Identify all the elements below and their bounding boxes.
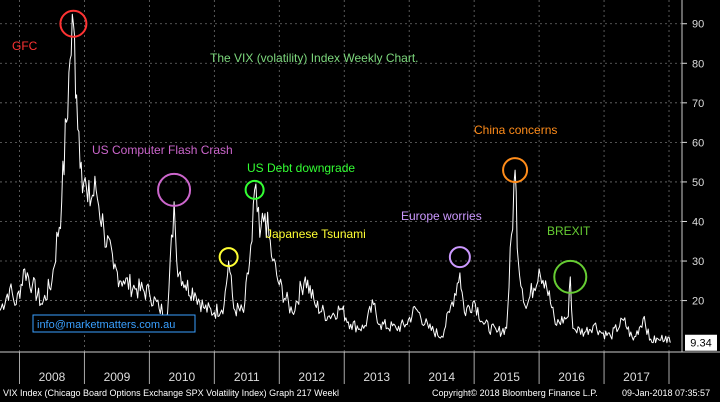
x-tick-label: 2008 — [39, 370, 66, 384]
x-tick-label: 2016 — [558, 370, 585, 384]
x-tick-label: 2014 — [428, 370, 455, 384]
x-tick-label: 2012 — [298, 370, 325, 384]
chart-title: The VIX (volatility) Index Weekly Chart. — [210, 51, 419, 65]
annotation-circle-us-debt-downgrade — [244, 179, 265, 200]
y-tick-label: 70 — [692, 98, 704, 110]
watermark-text: info@marketmatters.com.au — [37, 319, 175, 331]
y-tick-label: 40 — [692, 216, 704, 228]
annotation-circle-us-computer-flash-crash — [157, 172, 192, 207]
vix-series-line — [0, 13, 671, 344]
x-tick-label: 2017 — [623, 370, 650, 384]
footer-timestamp: 09-Jan-2018 07:35:57 — [622, 388, 711, 398]
annotation-label-brexit: BREXIT — [547, 224, 591, 238]
y-tick-label: 20 — [692, 296, 704, 308]
annotation-circle-europe-worries — [448, 246, 471, 269]
annotation-circle-gfc — [59, 9, 88, 38]
y-tick-label: 60 — [692, 137, 704, 149]
annotation-circle-china-concerns — [502, 157, 529, 184]
annotation-circle-japanese-tsunami — [218, 247, 239, 268]
vix-chart: GFC US Computer Flash Crash US Debt downgr… — [0, 0, 720, 384]
x-tick-label: 2009 — [104, 370, 131, 384]
x-tick-label: 2010 — [169, 370, 196, 384]
y-tick-label: 30 — [692, 256, 704, 268]
annotation-label-japanese-tsunami: Japanese Tsunami — [266, 227, 366, 241]
annotation-label-gfc: GFC — [12, 39, 38, 53]
x-tick-label: 2013 — [363, 370, 390, 384]
watermark-box: info@marketmatters.com.au — [32, 314, 196, 333]
last-value-label: 9.34 — [690, 338, 711, 350]
annotation-label-us-computer-flash-crash: US Computer Flash Crash — [92, 143, 233, 157]
footer-security-description: VIX Index (Chicago Board Options Exchang… — [3, 388, 340, 398]
x-tick-label: 2015 — [493, 370, 520, 384]
annotation-label-us-debt-downgrade: US Debt downgrade — [247, 161, 355, 175]
y-tick-label: 90 — [692, 19, 704, 31]
annotation-label-europe-worries: Europe worries — [401, 209, 482, 223]
annotation-label-china-concerns: China concerns — [474, 123, 557, 137]
footer-bar: VIX Index (Chicago Board Options Exchang… — [0, 384, 720, 402]
y-tick-label: 50 — [692, 177, 704, 189]
footer-copyright: Copyright© 2018 Bloomberg Finance L.P. — [432, 388, 598, 398]
x-tick-label: 2011 — [234, 370, 260, 384]
last-value-badge — [685, 334, 717, 351]
annotation-circle-brexit — [553, 259, 588, 294]
y-tick-label: 80 — [692, 58, 704, 70]
